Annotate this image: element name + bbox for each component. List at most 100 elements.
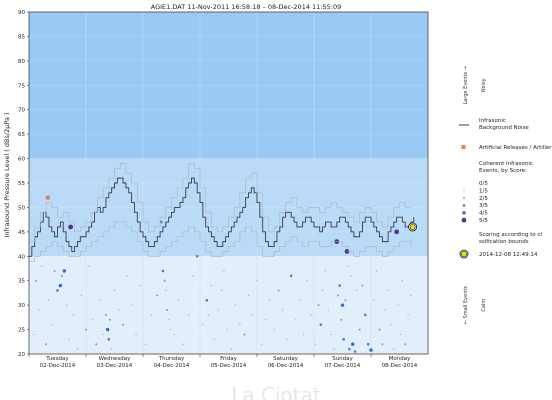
event-dot — [169, 328, 172, 331]
event-dot — [251, 314, 254, 316]
event-dot — [72, 314, 75, 316]
event-dot — [126, 275, 128, 277]
event-dot — [243, 333, 246, 336]
event-dot — [110, 348, 113, 350]
event-dot — [68, 338, 70, 341]
event-dot — [407, 314, 409, 316]
event-dot — [130, 304, 133, 306]
event-dot — [350, 275, 352, 277]
event-dot — [340, 318, 343, 321]
event-dot — [340, 303, 345, 307]
event-dot — [104, 313, 107, 316]
event-dot — [333, 348, 335, 350]
event-dot — [366, 342, 370, 346]
event-dot — [387, 289, 389, 292]
event-dot — [135, 333, 137, 336]
event-dot — [393, 348, 395, 350]
band-1 — [29, 158, 428, 257]
event-dot — [118, 309, 120, 311]
legend-score-label: 5/5 — [479, 218, 488, 224]
y-tick-label: 60 — [18, 157, 25, 163]
event-dot — [397, 304, 400, 306]
chart-title: AGIE1.DAT 11-Nov-2011 16:58:18 – 08-Dec-… — [151, 3, 341, 11]
y-tick-label: 50 — [18, 205, 25, 211]
event-dot — [51, 323, 53, 326]
legend-score-dot — [462, 204, 466, 207]
legend-score-label: 3/5 — [479, 203, 488, 209]
highlight-marker — [409, 224, 416, 230]
legend-score-dot — [463, 197, 465, 199]
x-day-date: 06-Dec-2014 — [268, 363, 304, 369]
event-dot — [277, 289, 280, 292]
event-dot — [32, 333, 35, 336]
event-dot — [273, 328, 275, 331]
event-dot — [85, 328, 87, 331]
event-dot — [376, 270, 378, 272]
event-dot — [47, 299, 50, 301]
event-dot — [102, 333, 104, 336]
event-dot — [264, 319, 267, 321]
event-dot — [76, 348, 79, 350]
event-dot — [99, 299, 101, 301]
artificial-marker — [45, 195, 50, 200]
legend-score-dot — [463, 182, 465, 184]
noise-lower-line — [29, 221, 412, 262]
legend-score-dot — [462, 211, 466, 215]
event-dot — [213, 338, 215, 341]
band-sublabel: Noisy — [481, 78, 487, 92]
noise-upper-line — [29, 163, 411, 242]
legend-highlight-swatch — [461, 251, 467, 257]
event-dot — [351, 342, 355, 346]
y-tick-label: 20 — [18, 352, 25, 358]
noise-lines — [29, 163, 415, 262]
event-dot — [187, 314, 190, 316]
x-day-name: Tuesday — [45, 356, 69, 362]
y-tick-label: 40 — [18, 254, 25, 260]
y-tick-label: 25 — [18, 328, 25, 334]
event-dot — [390, 323, 392, 326]
band-side-labels: Large Events → Noisy ← Small Events Calm — [463, 66, 487, 324]
y-tick-label: 80 — [18, 59, 25, 65]
event-dot — [61, 274, 64, 277]
y-tick-label: 35 — [18, 279, 25, 285]
event-dot — [381, 343, 384, 346]
legend-highlight-label: 2014-12-08 12:49:14 — [479, 252, 538, 258]
event-dot — [156, 294, 159, 297]
event-dot — [404, 343, 407, 346]
legend: Infrasonic Background Noise Artificial Rel… — [459, 118, 552, 259]
event-dot — [319, 323, 323, 326]
event-dot — [230, 348, 233, 350]
event-dot — [399, 333, 402, 336]
event-dot — [364, 313, 367, 317]
event-dot — [220, 289, 223, 292]
event-dot — [353, 350, 357, 353]
event-dot — [145, 343, 147, 345]
event-dot — [56, 289, 59, 292]
event-dot — [299, 299, 301, 301]
event-dot — [327, 309, 329, 311]
event-dot — [285, 338, 288, 341]
event-dot — [310, 314, 312, 316]
event-dot — [161, 269, 165, 273]
event-dot — [53, 269, 56, 272]
legend-artificial-label: Artificial Releases / Artillery — [479, 145, 552, 151]
x-day-date: 05-Dec-2014 — [211, 363, 247, 369]
event-dot — [247, 294, 250, 297]
event-dot — [260, 343, 263, 345]
legend-noise-label: Infrasonic Background Noise — [479, 118, 529, 131]
legend-score-label: 0/5 — [479, 181, 488, 187]
event-dot — [165, 309, 168, 312]
band-2 — [29, 256, 428, 354]
event-dot — [226, 328, 229, 331]
event-dot — [205, 298, 209, 302]
legend-score-label: 1/5 — [479, 188, 488, 194]
special-markers — [45, 195, 418, 232]
y-axis-label: Infrasound Pressure Level ( dBs/2μPa ) — [3, 112, 11, 237]
legend-score-label: 2/5 — [479, 196, 488, 202]
band-sublabel: Calm — [481, 299, 487, 312]
y-tick-label: 90 — [18, 10, 25, 16]
event-dot — [317, 304, 320, 307]
event-dot — [356, 289, 358, 292]
legend-scoring-note: Scoring according to cl ssification bound… — [479, 232, 542, 245]
x-day-name: Friday — [220, 356, 237, 362]
